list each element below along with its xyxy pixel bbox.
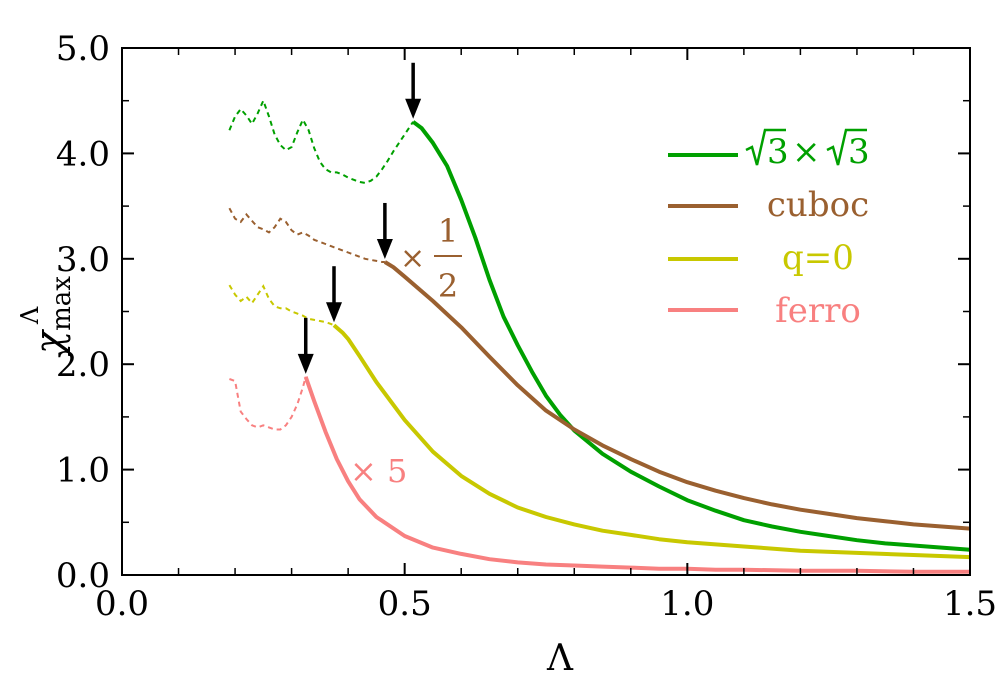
annotation-cuboc: × 1 2 bbox=[400, 212, 462, 305]
x-tick-label: 0.0 bbox=[95, 584, 149, 624]
x-tick-label: 0.5 bbox=[378, 584, 432, 624]
legend-sqrt3-times: × bbox=[792, 132, 821, 172]
y-axis-label-sup: Λ bbox=[16, 306, 44, 325]
series-layer bbox=[228, 98, 971, 574]
series-sqrt3-solid bbox=[411, 120, 971, 552]
series-cuboc-dashed bbox=[228, 207, 385, 263]
y-tick-label: 4.0 bbox=[56, 134, 110, 174]
axis-ticks: 0.0 0.5 1.0 1.5 0.0 1.0 2.0 3.0 4.0 5.0 bbox=[56, 29, 997, 624]
y-axis-label: χmaxΛ bbox=[16, 276, 77, 357]
sqrt-sign-1 bbox=[745, 128, 786, 166]
series-q0-solid bbox=[332, 323, 971, 560]
legend-label-ferro: ferro bbox=[775, 291, 861, 331]
annotation-cuboc-times: × bbox=[400, 241, 425, 276]
y-axis-label-sub: max bbox=[47, 276, 77, 331]
legend-label-sqrt3: 3 × 3 bbox=[745, 128, 870, 172]
legend-label-q0: q=0 bbox=[782, 238, 854, 278]
arrow-ferro-head bbox=[297, 353, 314, 374]
y-tick-label: 0.0 bbox=[56, 556, 110, 596]
arrow-sqrt3-head bbox=[405, 98, 422, 119]
legend: 3 × 3 cuboc q=0 ferro bbox=[668, 128, 870, 331]
x-tick-label: 1.0 bbox=[660, 584, 714, 624]
arrow-layer bbox=[297, 62, 422, 374]
annotation-cuboc-den: 2 bbox=[438, 267, 458, 305]
series-cuboc-solid bbox=[383, 260, 971, 531]
annotation-cuboc-num: 1 bbox=[438, 212, 458, 250]
y-tick-label: 2.0 bbox=[56, 345, 110, 385]
y-tick-label: 1.0 bbox=[56, 451, 110, 491]
y-tick-label: 5.0 bbox=[56, 29, 110, 69]
legend-sqrt3-r1: 3 bbox=[767, 132, 789, 172]
y-tick-label: 3.0 bbox=[56, 240, 110, 280]
series-sqrt3-dashed bbox=[228, 98, 414, 184]
sqrt-sign-2 bbox=[826, 128, 867, 166]
series-ferro-solid bbox=[303, 376, 970, 574]
arrow-q0-head bbox=[326, 302, 342, 323]
series-q0-dashed bbox=[228, 284, 335, 327]
arrow-cuboc-head bbox=[376, 238, 393, 259]
series-ferro-dashed bbox=[229, 376, 307, 431]
y-axis-label-base: χ bbox=[27, 329, 71, 357]
legend-label-cuboc: cuboc bbox=[767, 185, 869, 225]
x-axis-label: Λ bbox=[546, 638, 574, 679]
annotation-ferro: × 5 bbox=[350, 452, 407, 490]
legend-sqrt3-r2: 3 bbox=[848, 132, 870, 172]
x-tick-label: 1.5 bbox=[943, 584, 997, 624]
